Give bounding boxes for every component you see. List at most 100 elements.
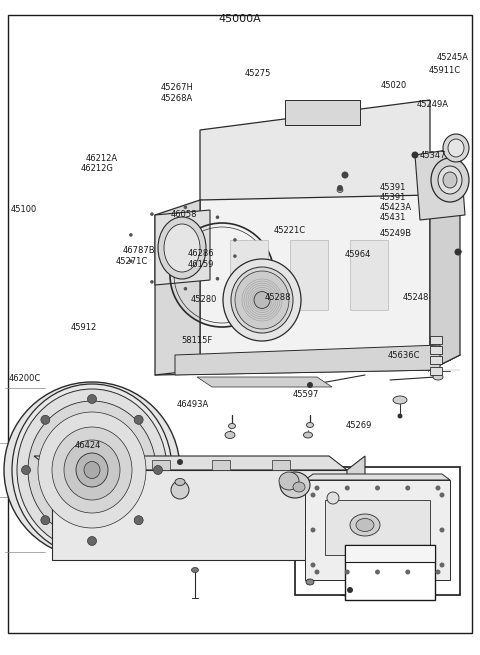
Bar	[305, 480, 450, 580]
Text: 45221C: 45221C	[274, 226, 306, 235]
Ellipse shape	[431, 158, 469, 202]
Text: 45249B: 45249B	[379, 229, 411, 238]
Bar	[290, 240, 328, 310]
Ellipse shape	[303, 432, 312, 438]
Text: 45271C: 45271C	[115, 257, 147, 266]
Circle shape	[87, 394, 96, 403]
Bar	[325, 500, 430, 555]
Ellipse shape	[438, 166, 462, 194]
Circle shape	[22, 466, 31, 474]
Circle shape	[41, 415, 50, 424]
Ellipse shape	[306, 579, 314, 585]
Text: 45347: 45347	[420, 151, 446, 160]
Ellipse shape	[254, 291, 270, 309]
Ellipse shape	[158, 217, 206, 279]
Text: 45249A: 45249A	[417, 100, 449, 109]
Text: 46787B: 46787B	[122, 246, 155, 255]
Polygon shape	[347, 456, 365, 560]
Text: 45267H: 45267H	[161, 83, 193, 92]
Ellipse shape	[64, 440, 120, 500]
Circle shape	[41, 515, 50, 525]
Ellipse shape	[307, 422, 313, 428]
Text: 45597: 45597	[293, 390, 319, 400]
Text: 45275: 45275	[245, 69, 271, 78]
Text: 45268A: 45268A	[161, 94, 193, 103]
Ellipse shape	[235, 271, 289, 329]
Bar	[430, 367, 442, 375]
Circle shape	[150, 212, 154, 216]
Polygon shape	[197, 377, 332, 387]
Ellipse shape	[356, 519, 374, 531]
Circle shape	[440, 563, 444, 567]
Circle shape	[154, 466, 163, 474]
Text: 58115F: 58115F	[181, 336, 213, 345]
Circle shape	[405, 485, 410, 491]
Polygon shape	[200, 195, 430, 370]
Text: 46493A: 46493A	[177, 400, 209, 409]
Circle shape	[134, 415, 143, 424]
Ellipse shape	[223, 259, 301, 341]
Circle shape	[4, 382, 180, 558]
Circle shape	[129, 259, 132, 263]
Text: 45423A: 45423A	[379, 203, 411, 212]
Ellipse shape	[171, 481, 189, 499]
Circle shape	[216, 215, 219, 219]
Circle shape	[41, 415, 50, 424]
Circle shape	[233, 238, 237, 242]
Ellipse shape	[225, 432, 235, 438]
Circle shape	[184, 287, 187, 291]
Polygon shape	[415, 148, 465, 220]
Polygon shape	[285, 100, 360, 125]
Text: 45269: 45269	[346, 421, 372, 430]
Circle shape	[233, 254, 237, 258]
Text: 45288: 45288	[265, 293, 291, 302]
Text: 45431: 45431	[379, 213, 406, 222]
Circle shape	[41, 515, 50, 525]
Circle shape	[87, 536, 96, 546]
Bar	[430, 346, 442, 354]
Bar	[345, 545, 435, 562]
Ellipse shape	[337, 187, 343, 193]
Ellipse shape	[164, 224, 200, 272]
Text: 45248: 45248	[402, 293, 429, 302]
Bar	[345, 545, 435, 600]
Bar	[152, 460, 170, 470]
Circle shape	[435, 485, 441, 491]
Circle shape	[134, 515, 143, 525]
Circle shape	[87, 536, 96, 546]
Circle shape	[184, 206, 187, 209]
Text: 45280: 45280	[191, 295, 217, 305]
Ellipse shape	[192, 567, 199, 572]
Text: 46212A: 46212A	[85, 154, 118, 163]
Text: 45391: 45391	[379, 193, 406, 202]
Circle shape	[129, 233, 132, 236]
Polygon shape	[155, 200, 200, 375]
Circle shape	[87, 394, 96, 403]
Bar	[350, 240, 388, 310]
Ellipse shape	[12, 384, 172, 556]
Ellipse shape	[423, 553, 433, 563]
Circle shape	[347, 587, 353, 593]
Ellipse shape	[84, 462, 100, 479]
Circle shape	[411, 151, 419, 159]
Ellipse shape	[293, 482, 305, 492]
Circle shape	[375, 569, 380, 574]
Circle shape	[311, 563, 315, 567]
Text: 45100: 45100	[11, 205, 37, 214]
Ellipse shape	[443, 134, 469, 162]
Ellipse shape	[28, 401, 156, 539]
Bar	[230, 240, 268, 310]
Circle shape	[314, 485, 320, 491]
Text: 45000A: 45000A	[218, 14, 262, 24]
Circle shape	[22, 466, 31, 474]
Ellipse shape	[443, 172, 457, 188]
Circle shape	[314, 569, 320, 574]
Ellipse shape	[433, 374, 443, 380]
Text: 46058: 46058	[170, 210, 197, 219]
Circle shape	[440, 493, 444, 498]
Polygon shape	[175, 345, 440, 375]
Circle shape	[327, 492, 339, 504]
Ellipse shape	[228, 424, 236, 428]
Bar	[212, 460, 230, 470]
Text: 45912: 45912	[71, 323, 97, 332]
